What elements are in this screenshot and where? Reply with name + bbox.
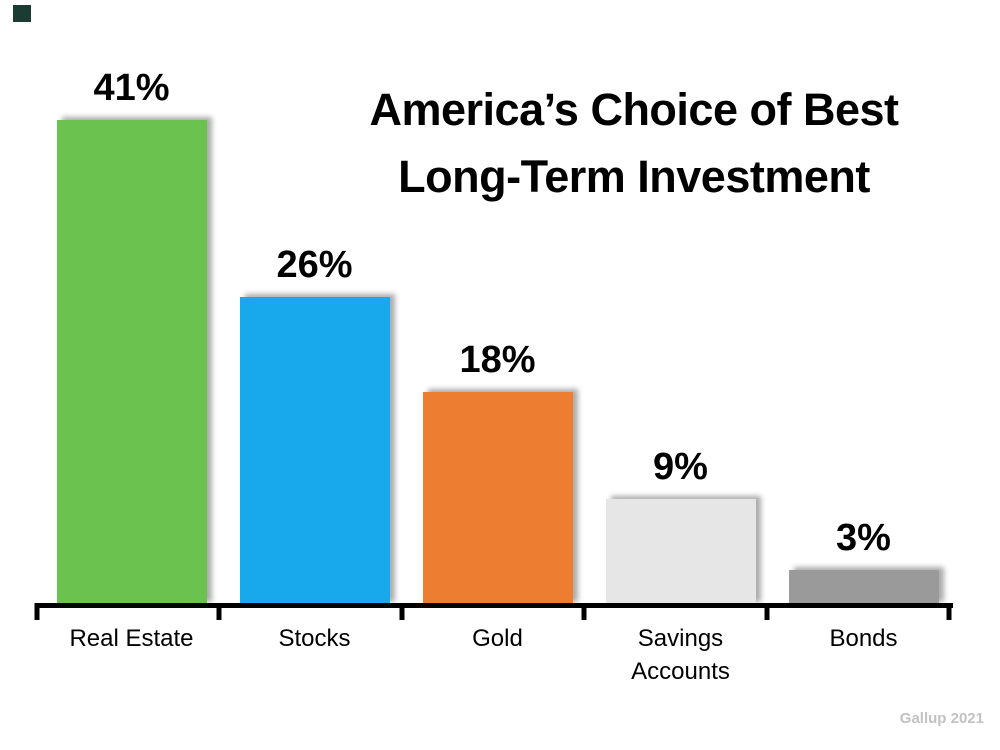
chart-title: America’s Choice of Best Long-Term Inves… — [350, 76, 918, 210]
axis-tick — [399, 603, 405, 620]
bar-column-savings-accounts: 9% — [589, 0, 772, 605]
category-label-stocks: Stocks — [278, 625, 351, 652]
corner-mark — [13, 5, 31, 22]
bar-column-gold: 18% — [406, 0, 589, 605]
chart-title-line-1: America’s Choice of Best — [369, 84, 899, 135]
category-label-bonds: Bonds — [829, 625, 898, 652]
x-axis — [36, 603, 953, 608]
bar-real-estate — [56, 120, 207, 605]
value-label-stocks: 26% — [276, 244, 353, 286]
bar-column-bonds: 3% — [772, 0, 955, 605]
category-labels-row: Real Estate Stocks Gold Savings Accounts… — [40, 622, 955, 688]
value-label-gold: 18% — [459, 339, 536, 381]
bar-column-real-estate: 41% — [40, 0, 223, 605]
plot-area: 41% 26% 18% 9% 3% — [40, 0, 955, 605]
bar-bonds — [788, 570, 939, 605]
category-label-gold: Gold — [472, 625, 523, 652]
axis-tick — [216, 603, 222, 620]
bar-stocks — [239, 297, 390, 605]
source-attribution: Gallup 2021 — [899, 710, 984, 727]
chart-title-line-2: Long-Term Investment — [398, 151, 870, 202]
category-label-real-estate: Real Estate — [69, 625, 194, 652]
axis-tick — [764, 603, 770, 620]
value-label-savings-accounts: 9% — [653, 446, 708, 488]
axis-tick — [581, 603, 587, 620]
value-label-real-estate: 41% — [93, 67, 170, 109]
axis-tick — [946, 603, 952, 620]
category-label-savings-accounts: Savings Accounts — [631, 625, 730, 685]
value-label-bonds: 3% — [836, 517, 891, 559]
axis-tick — [34, 603, 40, 620]
bar-savings-accounts — [605, 499, 756, 605]
bar-gold — [422, 392, 573, 605]
x-axis-ticks — [34, 603, 952, 620]
bar-column-stocks: 26% — [223, 0, 406, 605]
